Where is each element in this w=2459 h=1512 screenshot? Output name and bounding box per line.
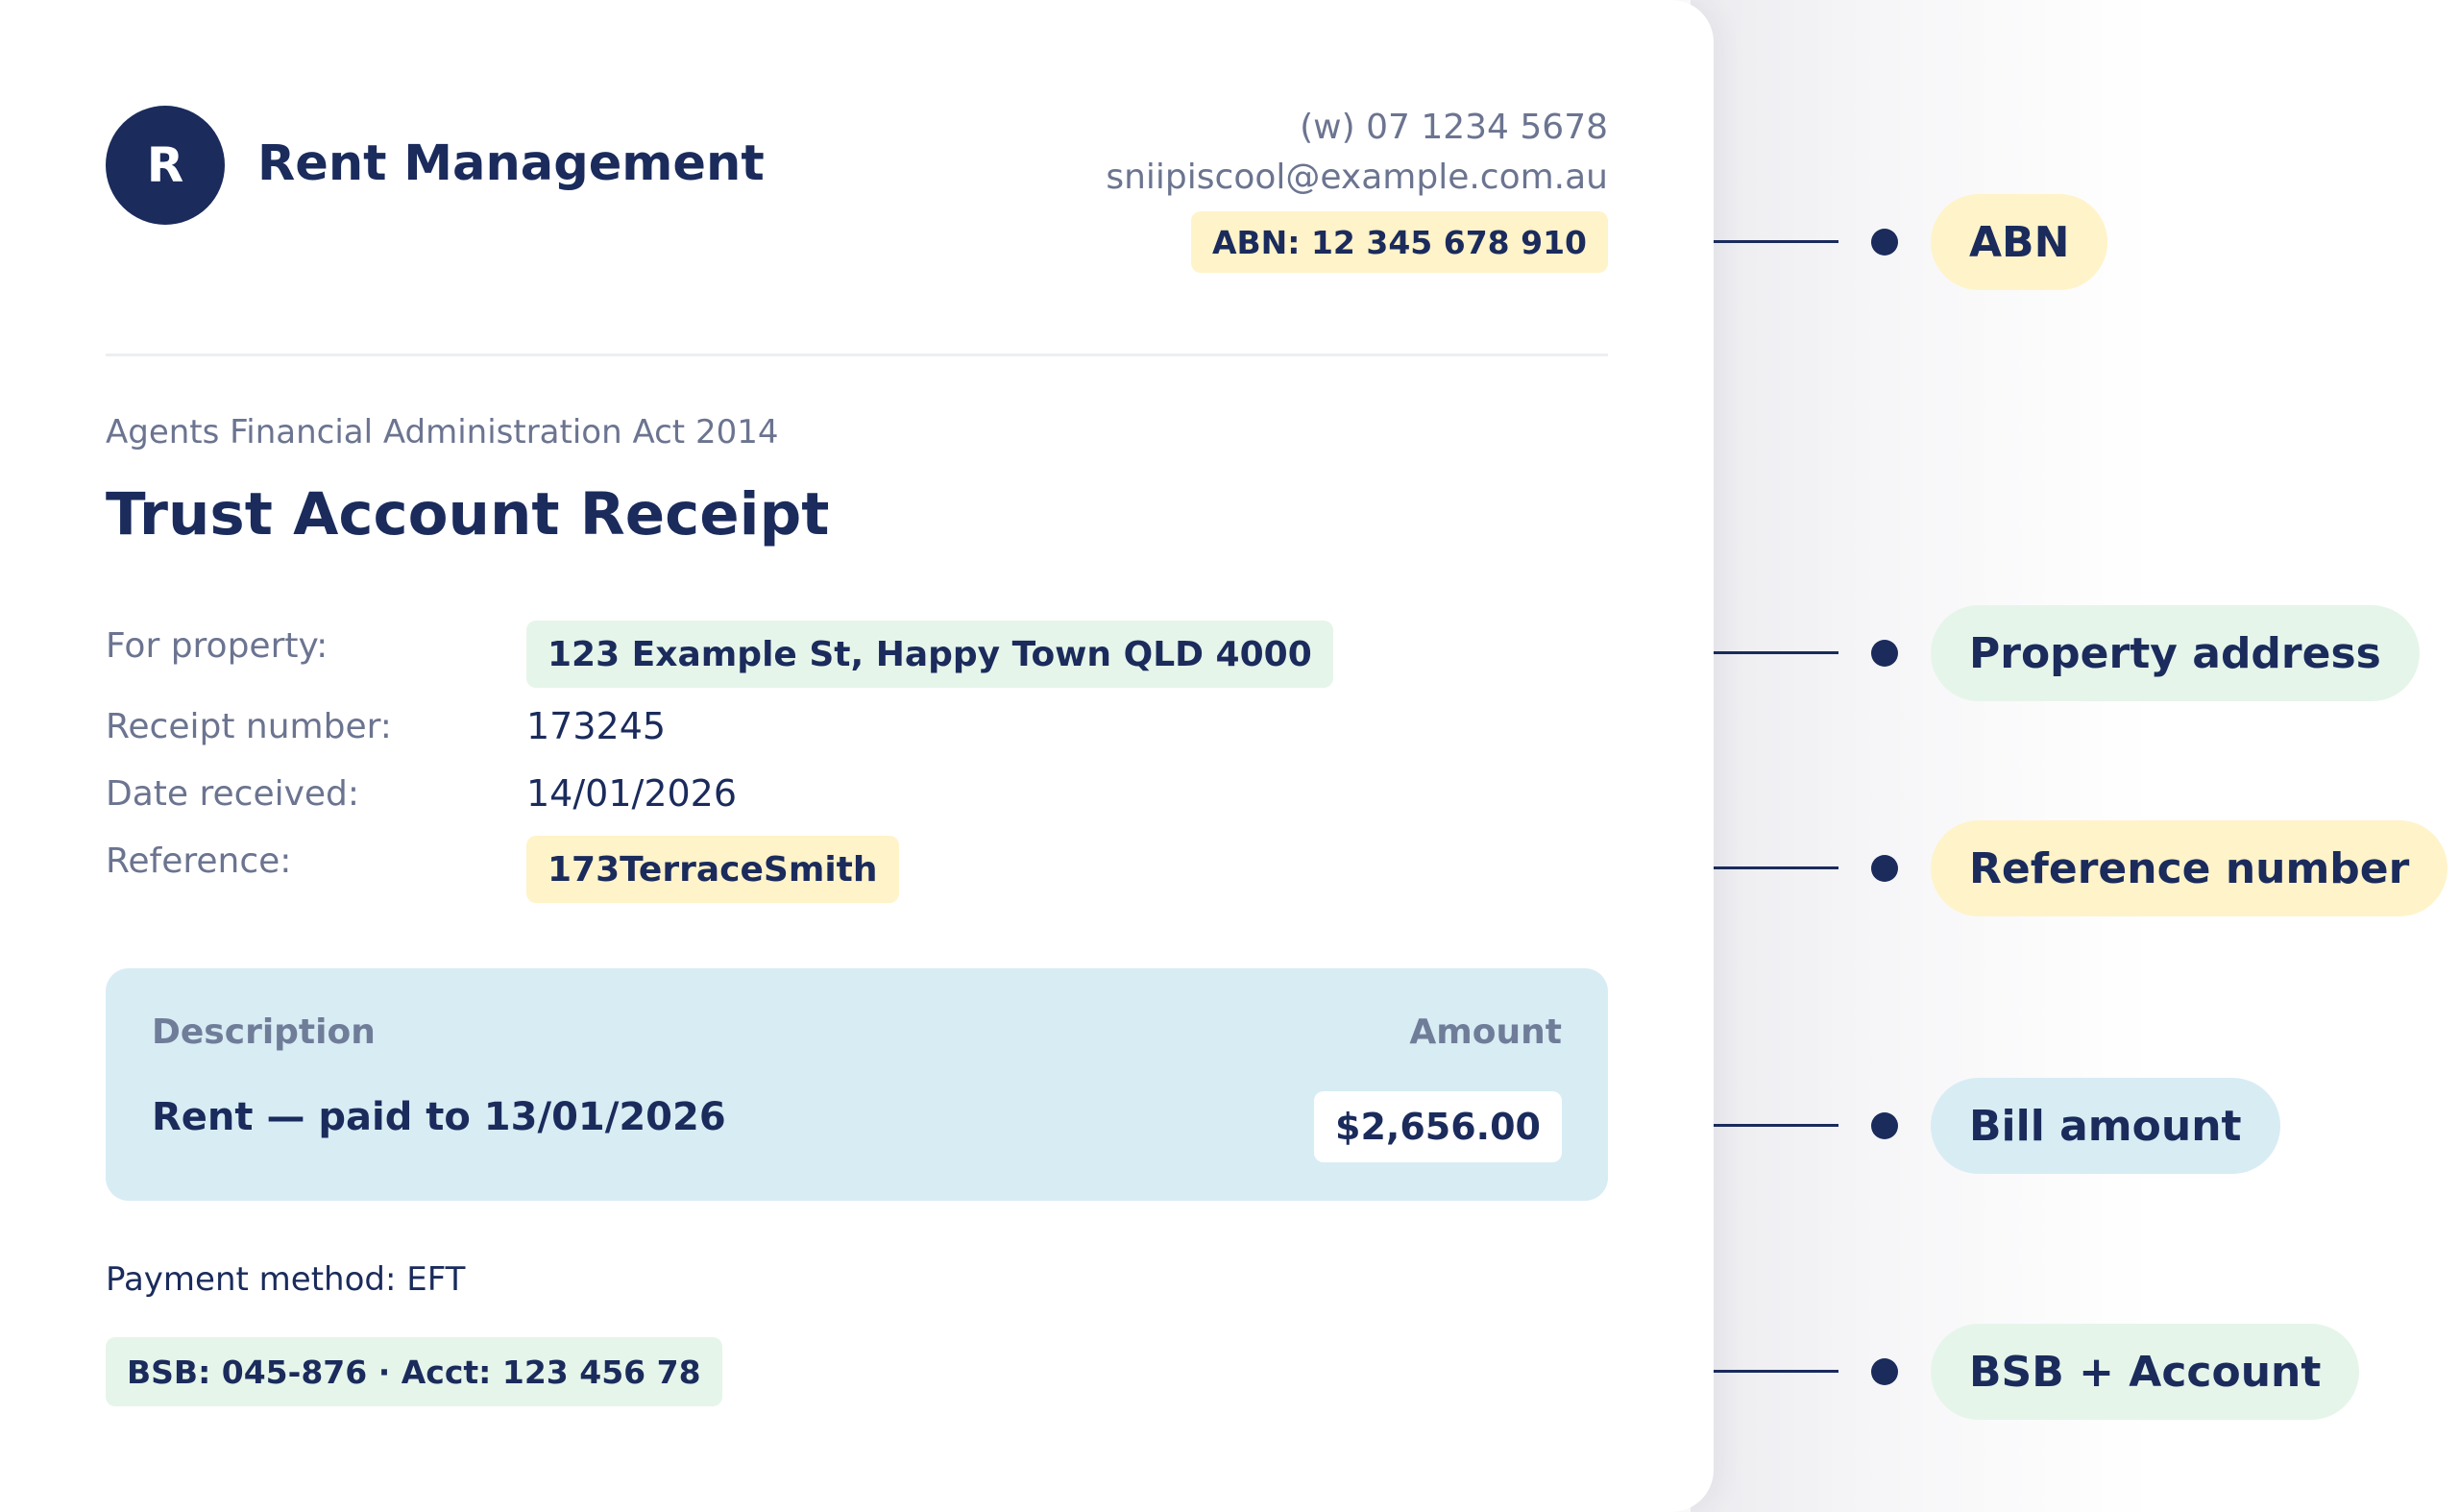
callout-bill-amount: Bill amount [1931, 1078, 2280, 1174]
callout-dot-property [1871, 640, 1898, 667]
brand-name: Rent Management [257, 135, 765, 192]
callout-abn: ABN [1931, 194, 2108, 290]
brand-logo: R [106, 106, 225, 225]
page-title: Trust Account Receipt [106, 480, 830, 549]
receipt-number-label: Receipt number: [106, 707, 392, 746]
property-address-highlight: 123 Example St, Happy Town QLD 4000 [526, 621, 1333, 688]
callout-line-bsb [1714, 1370, 1838, 1373]
callout-dot-abn [1871, 229, 1898, 256]
callout-line-amount [1714, 1124, 1838, 1127]
header-divider [106, 354, 1608, 356]
reference-highlight: 173TerraceSmith [526, 836, 899, 903]
date-received-label: Date received: [106, 774, 360, 814]
payment-method: Payment method: EFT [106, 1260, 466, 1299]
line-items-table: Description Amount Rent — paid to 13/01/… [106, 968, 1608, 1201]
callout-dot-bsb [1871, 1358, 1898, 1385]
callout-dot-amount [1871, 1112, 1898, 1139]
reference-label: Reference: [106, 841, 292, 881]
receipt-number-value: 173245 [526, 705, 667, 747]
abn-highlight: ABN: 12 345 678 910 [1190, 211, 1608, 273]
table-header-description: Description [152, 1012, 376, 1052]
bsb-account-highlight: BSB: 045-876 · Acct: 123 456 78 [106, 1337, 722, 1406]
contact-phone: (w) 07 1234 5678 [1300, 108, 1608, 147]
receipt-card: R Rent Management (w) 07 1234 5678 sniip… [106, 106, 1608, 1406]
callout-reference-number: Reference number [1931, 820, 2448, 916]
callout-line-property [1714, 651, 1838, 654]
bill-amount-highlight: $2,656.00 [1314, 1091, 1562, 1162]
property-label: For property: [106, 626, 329, 666]
date-received-value: 14/01/2026 [526, 772, 738, 815]
table-header-amount: Amount [1409, 1012, 1562, 1052]
callout-line-reference [1714, 866, 1838, 869]
callout-bsb-account: BSB + Account [1931, 1324, 2360, 1420]
callout-line-abn [1714, 240, 1838, 243]
callout-property-address: Property address [1931, 605, 2420, 701]
callout-dot-reference [1871, 855, 1898, 882]
contact-email: sniipiscool@example.com.au [1106, 158, 1608, 197]
act-subtitle: Agents Financial Administration Act 2014 [106, 413, 779, 451]
line-item-description: Rent — paid to 13/01/2026 [152, 1095, 726, 1139]
